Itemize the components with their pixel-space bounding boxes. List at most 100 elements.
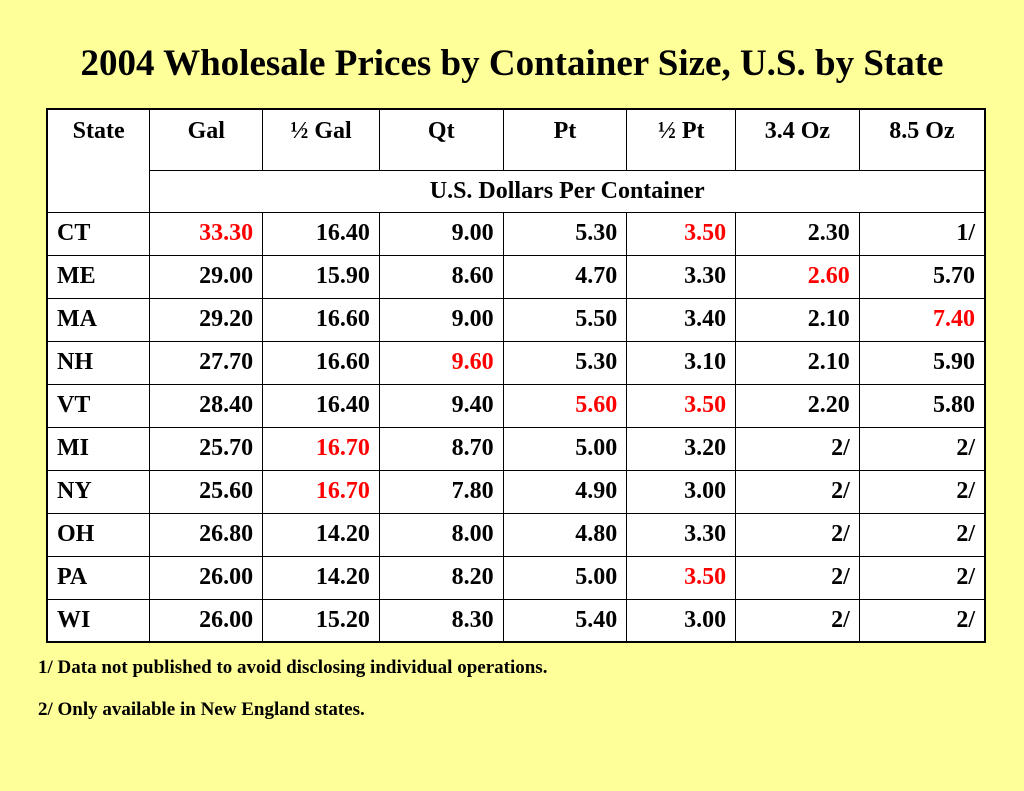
price-cell: 25.60 [149, 469, 264, 514]
price-cell: 2/ [858, 512, 986, 557]
price-cell: 8.00 [378, 512, 504, 557]
price-cell: 5.60 [502, 383, 628, 428]
price-cell: 15.20 [262, 598, 380, 643]
price-cell: 8.60 [378, 254, 504, 299]
price-cell: 16.60 [262, 340, 380, 385]
price-cell: 3.30 [626, 512, 737, 557]
price-cell: 2/ [735, 555, 860, 600]
column-header-half-pt: ½ Pt [626, 108, 737, 171]
state-cell: CT [46, 211, 151, 256]
price-cell: 5.50 [502, 297, 628, 342]
price-cell: 26.00 [149, 598, 264, 643]
column-header-3-4-oz: 3.4 Oz [735, 108, 860, 171]
column-header-half-gal: ½ Gal [262, 108, 380, 171]
price-cell: 2/ [735, 512, 860, 557]
price-cell: 3.10 [626, 340, 737, 385]
price-cell: 3.50 [626, 555, 737, 600]
price-cell: 3.40 [626, 297, 737, 342]
table-row: MA 29.20 16.60 9.00 5.50 3.40 2.10 7.40 [46, 297, 986, 342]
price-cell: 9.60 [378, 340, 504, 385]
price-cell: 1/ [858, 211, 986, 256]
price-cell: 8.30 [378, 598, 504, 643]
table-row: CT 33.30 16.40 9.00 5.30 3.50 2.30 1/ [46, 211, 986, 256]
price-cell: 2/ [858, 598, 986, 643]
price-cell: 16.40 [262, 211, 380, 256]
state-cell: WI [46, 598, 151, 643]
footnote-1: 1/ Data not published to avoid disclosin… [38, 657, 548, 678]
price-cell: 14.20 [262, 555, 380, 600]
price-cell: 14.20 [262, 512, 380, 557]
price-cell: 2.60 [735, 254, 860, 299]
price-cell: 16.70 [262, 469, 380, 514]
price-cell: 5.00 [502, 426, 628, 471]
price-cell: 2.30 [735, 211, 860, 256]
price-cell: 5.30 [502, 211, 628, 256]
price-cell: 7.80 [378, 469, 504, 514]
price-cell: 5.90 [858, 340, 986, 385]
price-cell: 8.20 [378, 555, 504, 600]
table-row: PA 26.00 14.20 8.20 5.00 3.50 2/2/ [46, 555, 986, 600]
table-row: NH 27.70 16.60 9.60 5.30 3.10 2.10 5.90 [46, 340, 986, 385]
column-header-state: State [46, 108, 151, 213]
units-row: U.S. Dollars Per Container [47, 169, 986, 213]
table-row: OH 26.80 14.20 8.00 4.80 3.30 2/2/ [46, 512, 986, 557]
price-cell: 2/ [858, 469, 986, 514]
state-cell: PA [46, 555, 151, 600]
column-header-qt: Qt [378, 108, 504, 171]
price-cell: 16.60 [262, 297, 380, 342]
state-cell: NY [46, 469, 151, 514]
table-row: NY 25.60 16.70 7.80 4.90 3.00 2/2/ [46, 469, 986, 514]
price-cell: 4.70 [502, 254, 628, 299]
price-cell: 9.40 [378, 383, 504, 428]
price-cell: 15.90 [262, 254, 380, 299]
price-cell: 3.50 [626, 383, 737, 428]
price-cell: 7.40 [858, 297, 986, 342]
price-cell: 3.20 [626, 426, 737, 471]
price-cell: 2/ [735, 426, 860, 471]
price-cell: 33.30 [149, 211, 264, 256]
footnote-2: 2/ Only available in New England states. [38, 699, 365, 720]
price-cell: 2.20 [735, 383, 860, 428]
table-body: CT 33.30 16.40 9.00 5.30 3.50 2.30 1/ME 29.00 15.… [46, 211, 986, 643]
price-cell: 16.70 [262, 426, 380, 471]
prices-table: State Gal ½ Gal Qt Pt ½ Pt 3.4 Oz 8.5 Oz… [46, 108, 986, 643]
column-header-8-5-oz: 8.5 Oz [858, 108, 986, 171]
price-cell: 3.00 [626, 469, 737, 514]
column-header-gal: Gal [149, 108, 264, 171]
price-cell: 5.70 [858, 254, 986, 299]
price-cell: 5.30 [502, 340, 628, 385]
price-cell: 3.50 [626, 211, 737, 256]
price-cell: 27.70 [149, 340, 264, 385]
table-row: WI 26.00 15.20 8.30 5.40 3.00 2/2/ [46, 598, 986, 643]
state-cell: OH [46, 512, 151, 557]
price-cell: 2/ [735, 598, 860, 643]
price-cell: 26.00 [149, 555, 264, 600]
price-cell: 4.90 [502, 469, 628, 514]
price-cell: 2/ [735, 469, 860, 514]
price-cell: 2.10 [735, 340, 860, 385]
price-cell: 8.70 [378, 426, 504, 471]
column-header-pt: Pt [502, 108, 628, 171]
price-cell: 5.40 [502, 598, 628, 643]
page-title: 2004 Wholesale Prices by Container Size,… [80, 43, 944, 84]
price-cell: 9.00 [378, 211, 504, 256]
header-row: State Gal ½ Gal Qt Pt ½ Pt 3.4 Oz 8.5 Oz [46, 108, 986, 213]
price-cell: 2/ [858, 426, 986, 471]
state-cell: ME [46, 254, 151, 299]
price-cell: 29.00 [149, 254, 264, 299]
price-cell: 3.00 [626, 598, 737, 643]
price-cell: 2.10 [735, 297, 860, 342]
price-cell: 28.40 [149, 383, 264, 428]
table-row: ME 29.00 15.90 8.60 4.70 3.30 2.60 5.70 [46, 254, 986, 299]
price-cell: 4.80 [502, 512, 628, 557]
state-cell: VT [46, 383, 151, 428]
price-cell: 3.30 [626, 254, 737, 299]
state-cell: NH [46, 340, 151, 385]
price-cell: 26.80 [149, 512, 264, 557]
state-cell: MI [46, 426, 151, 471]
units-label: U.S. Dollars Per Container [149, 169, 986, 213]
price-cell: 25.70 [149, 426, 264, 471]
price-cell: 5.80 [858, 383, 986, 428]
price-cell: 29.20 [149, 297, 264, 342]
price-cell: 2/ [858, 555, 986, 600]
